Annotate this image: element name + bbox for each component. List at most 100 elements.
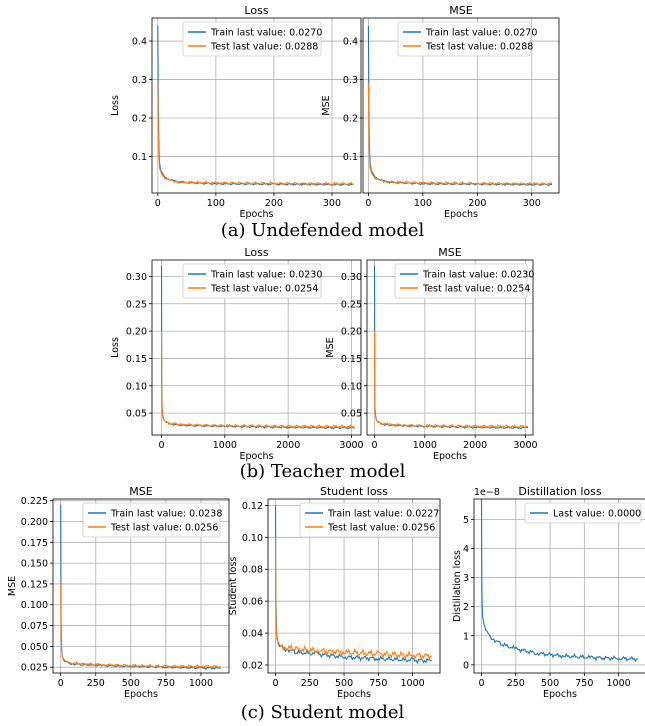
- legend-label: Test last value: 0.0254: [422, 284, 530, 295]
- y-tick-label: 0.15: [126, 354, 147, 365]
- plot-frame: [52, 498, 230, 674]
- x-tick-label: 750: [157, 678, 175, 689]
- y-axis-label: MSE: [325, 337, 336, 357]
- x-tick-label: 750: [369, 678, 387, 689]
- legend-label: Test last value: 0.0256: [327, 523, 435, 534]
- legend-label: Train last value: 0.0230: [422, 270, 534, 281]
- x-axis-label: Epochs: [337, 689, 371, 700]
- chart-title: Loss: [244, 4, 268, 17]
- y-axis-label: MSE: [321, 95, 332, 115]
- x-tick-label: 3000: [339, 440, 363, 451]
- chart-title: Loss: [244, 246, 268, 259]
- y-tick-label: 0.1: [343, 152, 358, 163]
- y-tick-label: 0.150: [21, 559, 48, 570]
- legend-label: Test last value: 0.0254: [210, 284, 318, 295]
- y-tick-label: 0.1: [132, 152, 147, 163]
- x-tick-label: 3000: [513, 440, 537, 451]
- plot-frame: [473, 498, 645, 674]
- x-axis-label: Epochs: [239, 209, 273, 220]
- series-line-2: [60, 583, 221, 669]
- series-line-1: [373, 265, 529, 430]
- series-line-2: [274, 537, 432, 662]
- legend-label: Train last value: 0.0227: [327, 509, 439, 520]
- y-tick-label: 0.04: [242, 629, 263, 640]
- caption-teacher-model: (b) Teacher model: [239, 461, 406, 482]
- legend-box: [394, 263, 528, 299]
- x-tick-label: 1000: [189, 678, 213, 689]
- y-tick-label: 0.3: [132, 75, 147, 86]
- x-tick-label: 200: [468, 198, 486, 209]
- legend-box: [82, 502, 221, 538]
- caption-undefended-model: (a) Undefended model: [220, 220, 425, 241]
- x-tick-label: 250: [301, 678, 319, 689]
- legend-label: Last value: 0.0000: [553, 509, 641, 520]
- y-axis-label: Loss: [110, 95, 121, 116]
- plot-frame: [267, 498, 441, 674]
- legend-label: Train last value: 0.0238: [110, 509, 222, 520]
- chart-title: Student loss: [320, 485, 388, 498]
- y-tick-label: 3: [463, 573, 469, 584]
- y-tick-label: 0.10: [341, 381, 362, 392]
- x-tick-label: 500: [122, 678, 140, 689]
- series-line-2: [373, 331, 529, 429]
- x-axis-label: Epochs: [124, 689, 158, 700]
- chart-title: MSE: [449, 4, 472, 17]
- chart-1: 0 100 200 300 0.1 0.2 0.3 0.4 Loss Epochs Loss Trai…: [110, 4, 362, 220]
- x-tick-label: 0: [365, 198, 371, 209]
- legend-box: [397, 21, 531, 57]
- y-tick-label: 0.08: [242, 565, 263, 576]
- y-tick-label: 0.2: [343, 114, 358, 125]
- x-tick-label: 300: [323, 198, 341, 209]
- x-tick-label: 250: [87, 678, 105, 689]
- caption-student-model: (c) Student model: [240, 702, 405, 723]
- x-tick-label: 1000: [213, 440, 237, 451]
- x-axis-label: Epochs: [444, 209, 478, 220]
- series-line-2: [160, 331, 356, 429]
- y-tick-label: 0: [463, 660, 469, 671]
- legend-label: Test last value: 0.0288: [210, 42, 318, 53]
- x-tick-label: 0: [155, 198, 161, 209]
- y-tick-label: 0.20: [341, 327, 362, 338]
- y-tick-label: 0.05: [341, 409, 362, 420]
- y-tick-label: 2: [463, 602, 469, 613]
- legend-label: Train last value: 0.0270: [425, 28, 537, 39]
- y-tick-label: 1: [463, 631, 469, 642]
- y-tick-label: 0.02: [242, 661, 263, 672]
- series-line-2: [157, 83, 354, 187]
- x-tick-label: 0: [158, 440, 164, 451]
- series-line-1: [274, 505, 432, 665]
- plot-frame: [151, 17, 362, 194]
- x-tick-label: 0: [58, 678, 64, 689]
- y-tick-label: 0.4: [343, 37, 358, 48]
- x-axis-label: Epochs: [239, 451, 273, 462]
- legend-box: [182, 21, 322, 57]
- y-tick-label: 0.200: [21, 517, 48, 528]
- series-line-2: [367, 83, 553, 187]
- y-axis-label: Loss: [110, 337, 121, 358]
- y-tick-label: 0.10: [242, 533, 263, 544]
- y-tick-label: 0.15: [341, 354, 362, 365]
- chart-title: Distillation loss: [518, 485, 602, 498]
- chart-3: 0 1000 2000 3000 0.05 0.10 0.15 0.20 0.25 0.30 Los…: [110, 246, 364, 462]
- y-tick-label: 0.125: [21, 579, 48, 590]
- chart-5: 0 250 500 750 1000 0.025 0.050 0.075 0.100 0.125 0…: [7, 485, 230, 700]
- chart-title: MSE: [129, 485, 152, 498]
- legend-box: [299, 502, 438, 538]
- y-tick-label: 0.100: [21, 600, 48, 611]
- y-tick-label: 0.3: [343, 75, 358, 86]
- x-tick-label: 500: [541, 678, 559, 689]
- legend-label: Test last value: 0.0288: [425, 42, 533, 53]
- x-tick-label: 0: [372, 440, 378, 451]
- y-tick-label: 0.4: [132, 37, 147, 48]
- plot-frame: [151, 259, 362, 436]
- y-tick-label: 0.30: [126, 272, 147, 283]
- x-tick-label: 100: [207, 198, 225, 209]
- x-tick-label: 250: [507, 678, 525, 689]
- y-tick-label: 0.225: [21, 496, 48, 507]
- y-axis-label: Student loss: [228, 557, 239, 616]
- chart-6: 0 250 500 750 1000 0.02 0.04 0.06 0.08 0.10 0.12 St…: [228, 485, 441, 700]
- series-line-1: [480, 498, 638, 663]
- chart-4: 0 1000 2000 3000 0.05 0.10 0.15 0.20 0.25 0.30 MSE…: [325, 246, 538, 462]
- y-tick-label: 0.20: [126, 327, 147, 338]
- x-tick-label: 200: [265, 198, 283, 209]
